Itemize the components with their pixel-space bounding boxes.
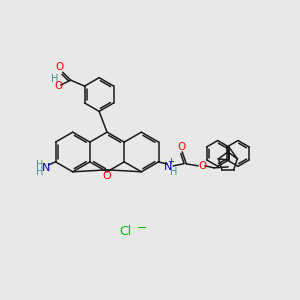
Text: H: H: [51, 74, 59, 84]
Text: N: N: [164, 162, 172, 172]
Text: O: O: [56, 62, 64, 72]
Text: O: O: [55, 81, 63, 91]
Text: H: H: [170, 167, 177, 177]
Text: Cl: Cl: [119, 225, 131, 238]
Text: N: N: [41, 163, 50, 173]
Text: O: O: [103, 171, 111, 181]
Text: O: O: [177, 142, 185, 152]
Text: +: +: [167, 158, 174, 166]
Text: O: O: [198, 161, 206, 171]
Text: H: H: [36, 167, 44, 177]
Text: −: −: [137, 222, 147, 235]
Text: H: H: [36, 160, 44, 170]
